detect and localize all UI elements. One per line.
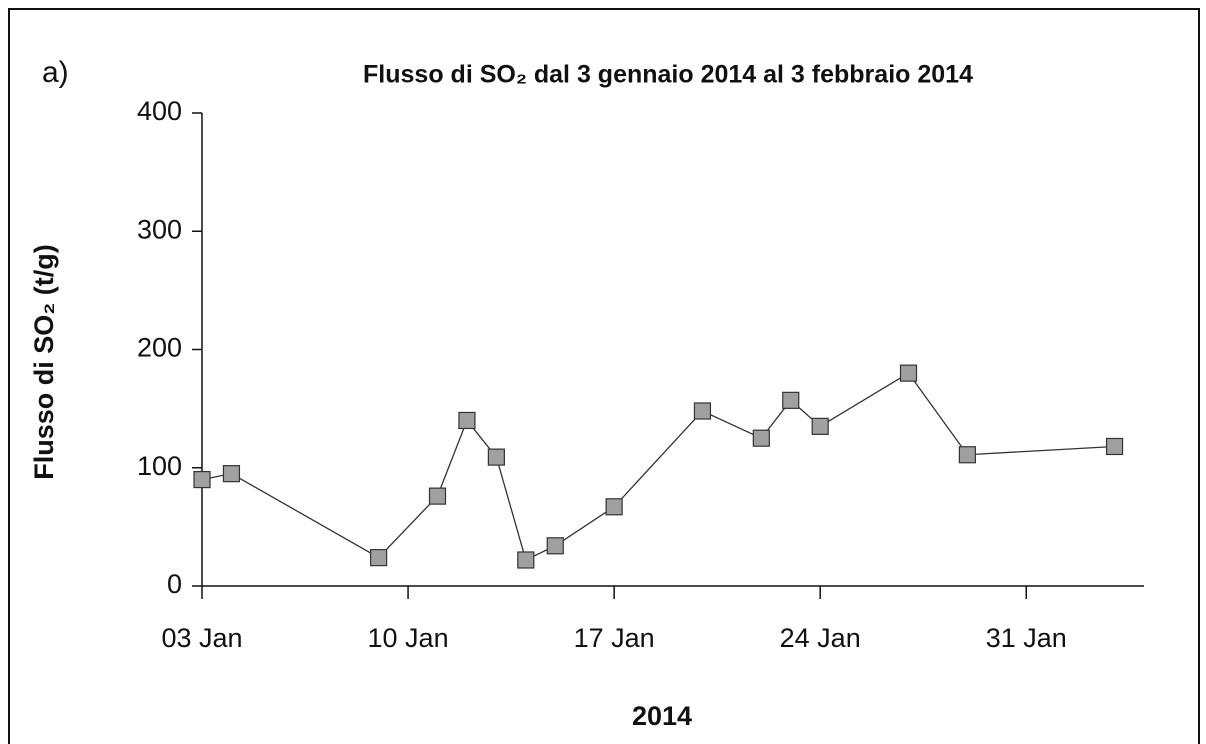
- chart-title: Flusso di SO₂ dal 3 gennaio 2014 al 3 fe…: [363, 61, 973, 89]
- x-tick-label: 31 Jan: [986, 623, 1067, 653]
- data-point: [193, 470, 211, 489]
- x-tick-label: 10 Jan: [368, 623, 449, 653]
- x-tick-label: 24 Jan: [780, 623, 861, 653]
- data-point: [1105, 437, 1124, 456]
- data-point: [605, 498, 623, 516]
- x-tick-label: 17 Jan: [574, 623, 655, 653]
- y-tick-label: 400: [137, 96, 182, 126]
- data-point: [458, 411, 476, 430]
- data-point: [693, 402, 712, 420]
- data-point: [811, 417, 829, 435]
- data-point: [517, 551, 535, 569]
- y-tick-label: 200: [137, 333, 182, 363]
- data-point: [752, 429, 770, 447]
- data-point: [428, 487, 447, 505]
- y-tick-label: 100: [137, 451, 182, 481]
- data-point: [899, 364, 918, 382]
- data-line: [201, 372, 1115, 561]
- data-point: [487, 448, 505, 466]
- x-axis-label: 2014: [632, 701, 692, 731]
- y-tick-label: 0: [167, 569, 182, 599]
- data-point: [546, 537, 564, 555]
- panel-label: a): [42, 56, 69, 89]
- x-tick-label: 03 Jan: [161, 623, 242, 653]
- data-point: [222, 465, 241, 483]
- data-point: [370, 549, 388, 567]
- data-point: [958, 446, 976, 464]
- frame: [8, 8, 1200, 744]
- y-tick-label: 300: [137, 214, 182, 244]
- data-point: [782, 391, 800, 409]
- y-axis-label: Flusso di SO₂ (t/g): [29, 244, 59, 480]
